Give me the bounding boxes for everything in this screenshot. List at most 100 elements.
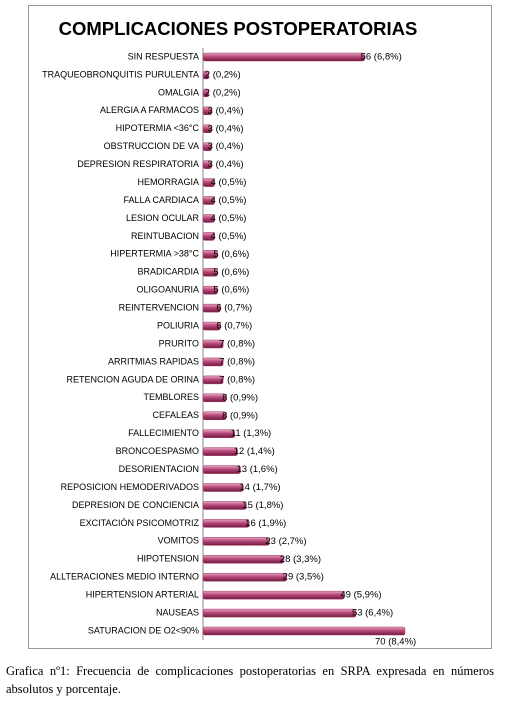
value-label: 4 (0,5%) <box>211 177 247 188</box>
category-label: EXCITACIÓN PSICOMOTRIZ <box>80 518 200 528</box>
category-label: VOMITOS <box>158 536 199 546</box>
category-label: FALLA CARDIACA <box>123 195 199 205</box>
caption: Grafica nº1: Frecuencia de complicacione… <box>6 664 494 696</box>
category-label: CEFALEAS <box>152 410 199 420</box>
category-label: SATURACION DE O2<90% <box>88 625 199 635</box>
value-label: 8 (0,9%) <box>222 410 258 421</box>
value-label: 4 (0,5%) <box>211 231 247 242</box>
category-label: POLIURIA <box>157 320 199 330</box>
category-label: SIN RESPUESTA <box>128 51 199 61</box>
category-label: REPOSICION HEMODERIVADOS <box>61 482 199 492</box>
value-label: 12 (1,4%) <box>234 446 275 457</box>
value-label: 11 (1,3%) <box>231 428 271 439</box>
value-label: 8 (0,9%) <box>222 392 258 403</box>
value-label: 15 (1,8%) <box>242 500 283 511</box>
bar <box>202 447 238 456</box>
bar <box>202 160 212 169</box>
bar <box>202 501 247 510</box>
category-label: ARRITMIAS RAPIDAS <box>108 356 199 366</box>
chart: COMPLICACIONES POSTOPERATORIAS SIN RESPU… <box>28 5 492 649</box>
value-label: 5 (0,6%) <box>213 267 249 278</box>
bar <box>202 196 215 205</box>
value-label: 6 (0,7%) <box>216 321 252 332</box>
value-label: 3 (0,4%) <box>208 141 244 152</box>
bar <box>202 537 270 546</box>
value-label: 7 (0,8%) <box>219 374 255 385</box>
value-label: 56 (6,8%) <box>361 52 402 63</box>
category-label: FALLECIMIENTO <box>128 428 199 438</box>
bar <box>202 393 227 403</box>
category-label: HIPERTERMIA >38°C <box>110 249 199 259</box>
bar <box>202 70 210 80</box>
category-label: DESORIENTACION <box>119 464 199 474</box>
value-label: 23 (2,7%) <box>265 536 306 547</box>
value-label: 5 (0,6%) <box>213 285 249 296</box>
bar <box>202 375 224 385</box>
bar <box>202 250 218 259</box>
bar <box>202 124 212 133</box>
category-label: OBSTRUCCION DE VA <box>104 141 199 151</box>
value-label: 4 (0,5%) <box>211 195 247 206</box>
bar <box>202 303 221 313</box>
bar <box>202 285 218 295</box>
category-label: TEMBLORES <box>143 392 199 402</box>
category-label: HIPOTENSION <box>137 554 199 564</box>
category-label: HEMORRAGIA <box>137 177 199 187</box>
value-label: 2 (0,2%) <box>205 87 241 98</box>
bar <box>202 178 215 187</box>
category-label: PRURITO <box>159 338 199 348</box>
bar <box>202 429 235 438</box>
value-label: 7 (0,8%) <box>219 356 255 367</box>
bar <box>202 321 221 331</box>
category-label: HIPERTENSION ARTERIAL <box>86 590 199 600</box>
value-label: 5 (0,6%) <box>213 249 249 260</box>
bar <box>202 142 212 151</box>
bar <box>202 214 215 223</box>
bar <box>202 572 287 582</box>
value-label: 49 (5,9%) <box>340 590 381 601</box>
bar <box>202 555 285 564</box>
category-label: ALLTERACIONES MEDIO INTERNO <box>50 572 199 582</box>
value-label: 16 (1,9%) <box>245 518 286 529</box>
category-label: LESION OCULAR <box>126 213 200 223</box>
value-label: 70 (8,4%) <box>375 637 416 648</box>
bar <box>202 357 224 367</box>
value-label: 13 (1,6%) <box>237 464 278 475</box>
category-label: REINTERVENCION <box>119 303 199 313</box>
value-label: 3 (0,4%) <box>208 123 244 134</box>
category-label: REINTUBACION <box>131 231 199 241</box>
chart-border <box>28 5 492 649</box>
value-label: 53 (6,4%) <box>352 608 393 619</box>
bar <box>202 52 365 62</box>
bar <box>202 519 250 528</box>
category-label: TRAQUEOBRONQUITIS PURULENTA <box>42 69 199 79</box>
bar <box>202 608 357 618</box>
category-label: BRONCOESPASMO <box>116 446 199 456</box>
value-label: 14 (1,7%) <box>239 482 280 493</box>
value-label: 6 (0,7%) <box>216 303 252 314</box>
bar <box>202 106 212 116</box>
category-label: OLIGOANURIA <box>136 285 199 295</box>
chart-title: COMPLICACIONES POSTOPERATORIAS <box>59 18 418 39</box>
value-label: 3 (0,4%) <box>208 159 244 170</box>
value-label: 2 (0,2%) <box>205 69 241 80</box>
bar <box>202 411 227 420</box>
category-label: DEPRESION DE CONCIENCIA <box>72 500 199 510</box>
bar <box>202 232 215 241</box>
bar <box>202 465 241 474</box>
value-label: 28 (3,3%) <box>280 554 321 565</box>
category-label: BRADICARDIA <box>137 267 199 277</box>
value-label: 4 (0,5%) <box>211 213 247 224</box>
value-label: 29 (3,5%) <box>283 572 324 583</box>
bar <box>202 483 244 492</box>
category-label: RETENCION AGUDA DE ORINA <box>66 374 199 384</box>
bar <box>202 590 345 600</box>
bar <box>202 626 406 636</box>
category-label: HIPOTERMIA <36°C <box>116 123 200 133</box>
bar <box>202 268 218 277</box>
bar <box>202 339 224 349</box>
bar <box>202 88 210 98</box>
category-label: NAUSEAS <box>156 607 199 617</box>
category-label: ALERGIA A FARMACOS <box>100 105 199 115</box>
